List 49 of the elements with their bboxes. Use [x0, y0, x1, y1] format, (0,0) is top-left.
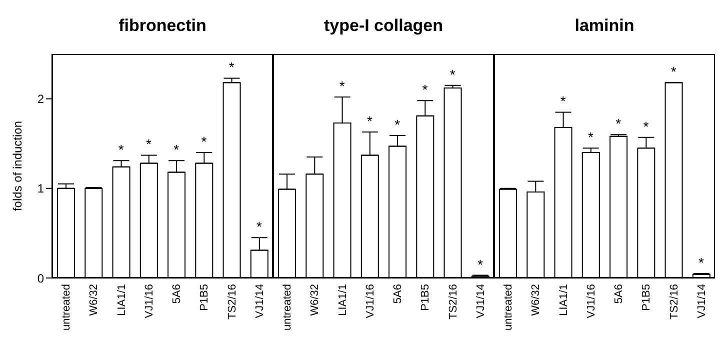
annotation: *	[366, 112, 373, 129]
x-tick-label: W6/32	[88, 284, 100, 316]
x-tick-label: VJ1/16	[585, 284, 598, 318]
x-tick-label: 5A6	[171, 284, 184, 304]
y-tick-label: 2	[37, 92, 44, 106]
annotation: *	[698, 254, 704, 271]
x-tick-label: VJ1/16	[364, 284, 376, 318]
chart-title: type-I collagen	[322, 15, 444, 37]
annotation: *	[146, 136, 152, 152]
x-tick-label: TS2/16	[447, 284, 460, 320]
y-tick-label: 0	[37, 271, 44, 286]
x-tick-label: LIA1/1	[336, 284, 349, 316]
annotation: *	[256, 218, 262, 235]
x-tick-label: VJ1/14	[474, 284, 487, 318]
x-tick-label: LIA1/1	[558, 284, 570, 316]
x-tick-label: P1B5	[420, 284, 432, 311]
chart-title: laminin	[574, 15, 636, 37]
y-tick-label: 1	[37, 182, 44, 196]
annotation: *	[670, 64, 677, 80]
x-tick-label: VJ1/14	[696, 284, 708, 318]
annotation: *	[643, 118, 650, 134]
annotation: *	[477, 256, 484, 272]
x-tick-label: TS2/16	[226, 284, 238, 320]
annotation: *	[201, 134, 208, 150]
x-tick-label: VJ1/16	[143, 284, 156, 318]
annotation: *	[450, 66, 456, 82]
x-tick-label: untreated	[60, 284, 73, 330]
x-tick-label: W6/32	[309, 284, 322, 316]
annotation: *	[118, 142, 124, 158]
x-tick-label: TS2/16	[668, 284, 680, 320]
chart-title: fibronectin	[118, 15, 208, 37]
x-tick-label: 5A6	[613, 284, 626, 304]
x-tick-label: LIA1/1	[116, 284, 128, 316]
x-tick-label: P1B5	[640, 284, 653, 311]
x-tick-label: P1B5	[198, 284, 211, 311]
x-tick-label: untreated	[502, 284, 515, 330]
annotation: *	[422, 82, 428, 98]
annotation: *	[228, 59, 235, 76]
y-axis-title: folds of induction	[10, 120, 24, 212]
annotation: *	[616, 116, 622, 132]
x-tick-label: W6/32	[530, 284, 542, 316]
x-tick-label: 5A6	[392, 284, 404, 304]
x-tick-label: VJ1/14	[254, 284, 266, 318]
annotation: *	[560, 93, 566, 110]
annotation: *	[588, 129, 594, 146]
annotation: *	[394, 116, 401, 133]
x-tick-label: untreated	[282, 284, 294, 330]
annotation: *	[174, 142, 180, 158]
annotation: *	[339, 78, 346, 94]
